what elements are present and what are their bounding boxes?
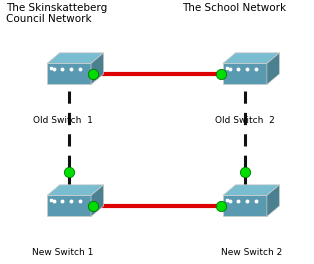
Polygon shape	[47, 185, 104, 195]
Point	[219, 72, 224, 76]
Text: The School Network: The School Network	[182, 3, 286, 13]
Point	[90, 72, 95, 76]
Text: New Switch 1: New Switch 1	[32, 248, 94, 257]
Text: The Skinskatteberg
Council Network: The Skinskatteberg Council Network	[6, 3, 107, 24]
Point	[242, 169, 247, 174]
Text: Old Switch  1: Old Switch 1	[33, 116, 93, 125]
Polygon shape	[223, 63, 267, 84]
Polygon shape	[223, 185, 279, 195]
Polygon shape	[91, 53, 104, 84]
Polygon shape	[223, 53, 279, 63]
Text: New Switch 2: New Switch 2	[220, 248, 282, 257]
Text: Old Switch  2: Old Switch 2	[215, 116, 275, 125]
Polygon shape	[223, 195, 267, 216]
Polygon shape	[267, 185, 279, 216]
Polygon shape	[47, 63, 91, 84]
Polygon shape	[267, 53, 279, 84]
Polygon shape	[47, 53, 104, 63]
Polygon shape	[47, 195, 91, 216]
Polygon shape	[91, 185, 104, 216]
Point	[90, 204, 95, 208]
Point	[67, 169, 72, 174]
Point	[219, 204, 224, 208]
